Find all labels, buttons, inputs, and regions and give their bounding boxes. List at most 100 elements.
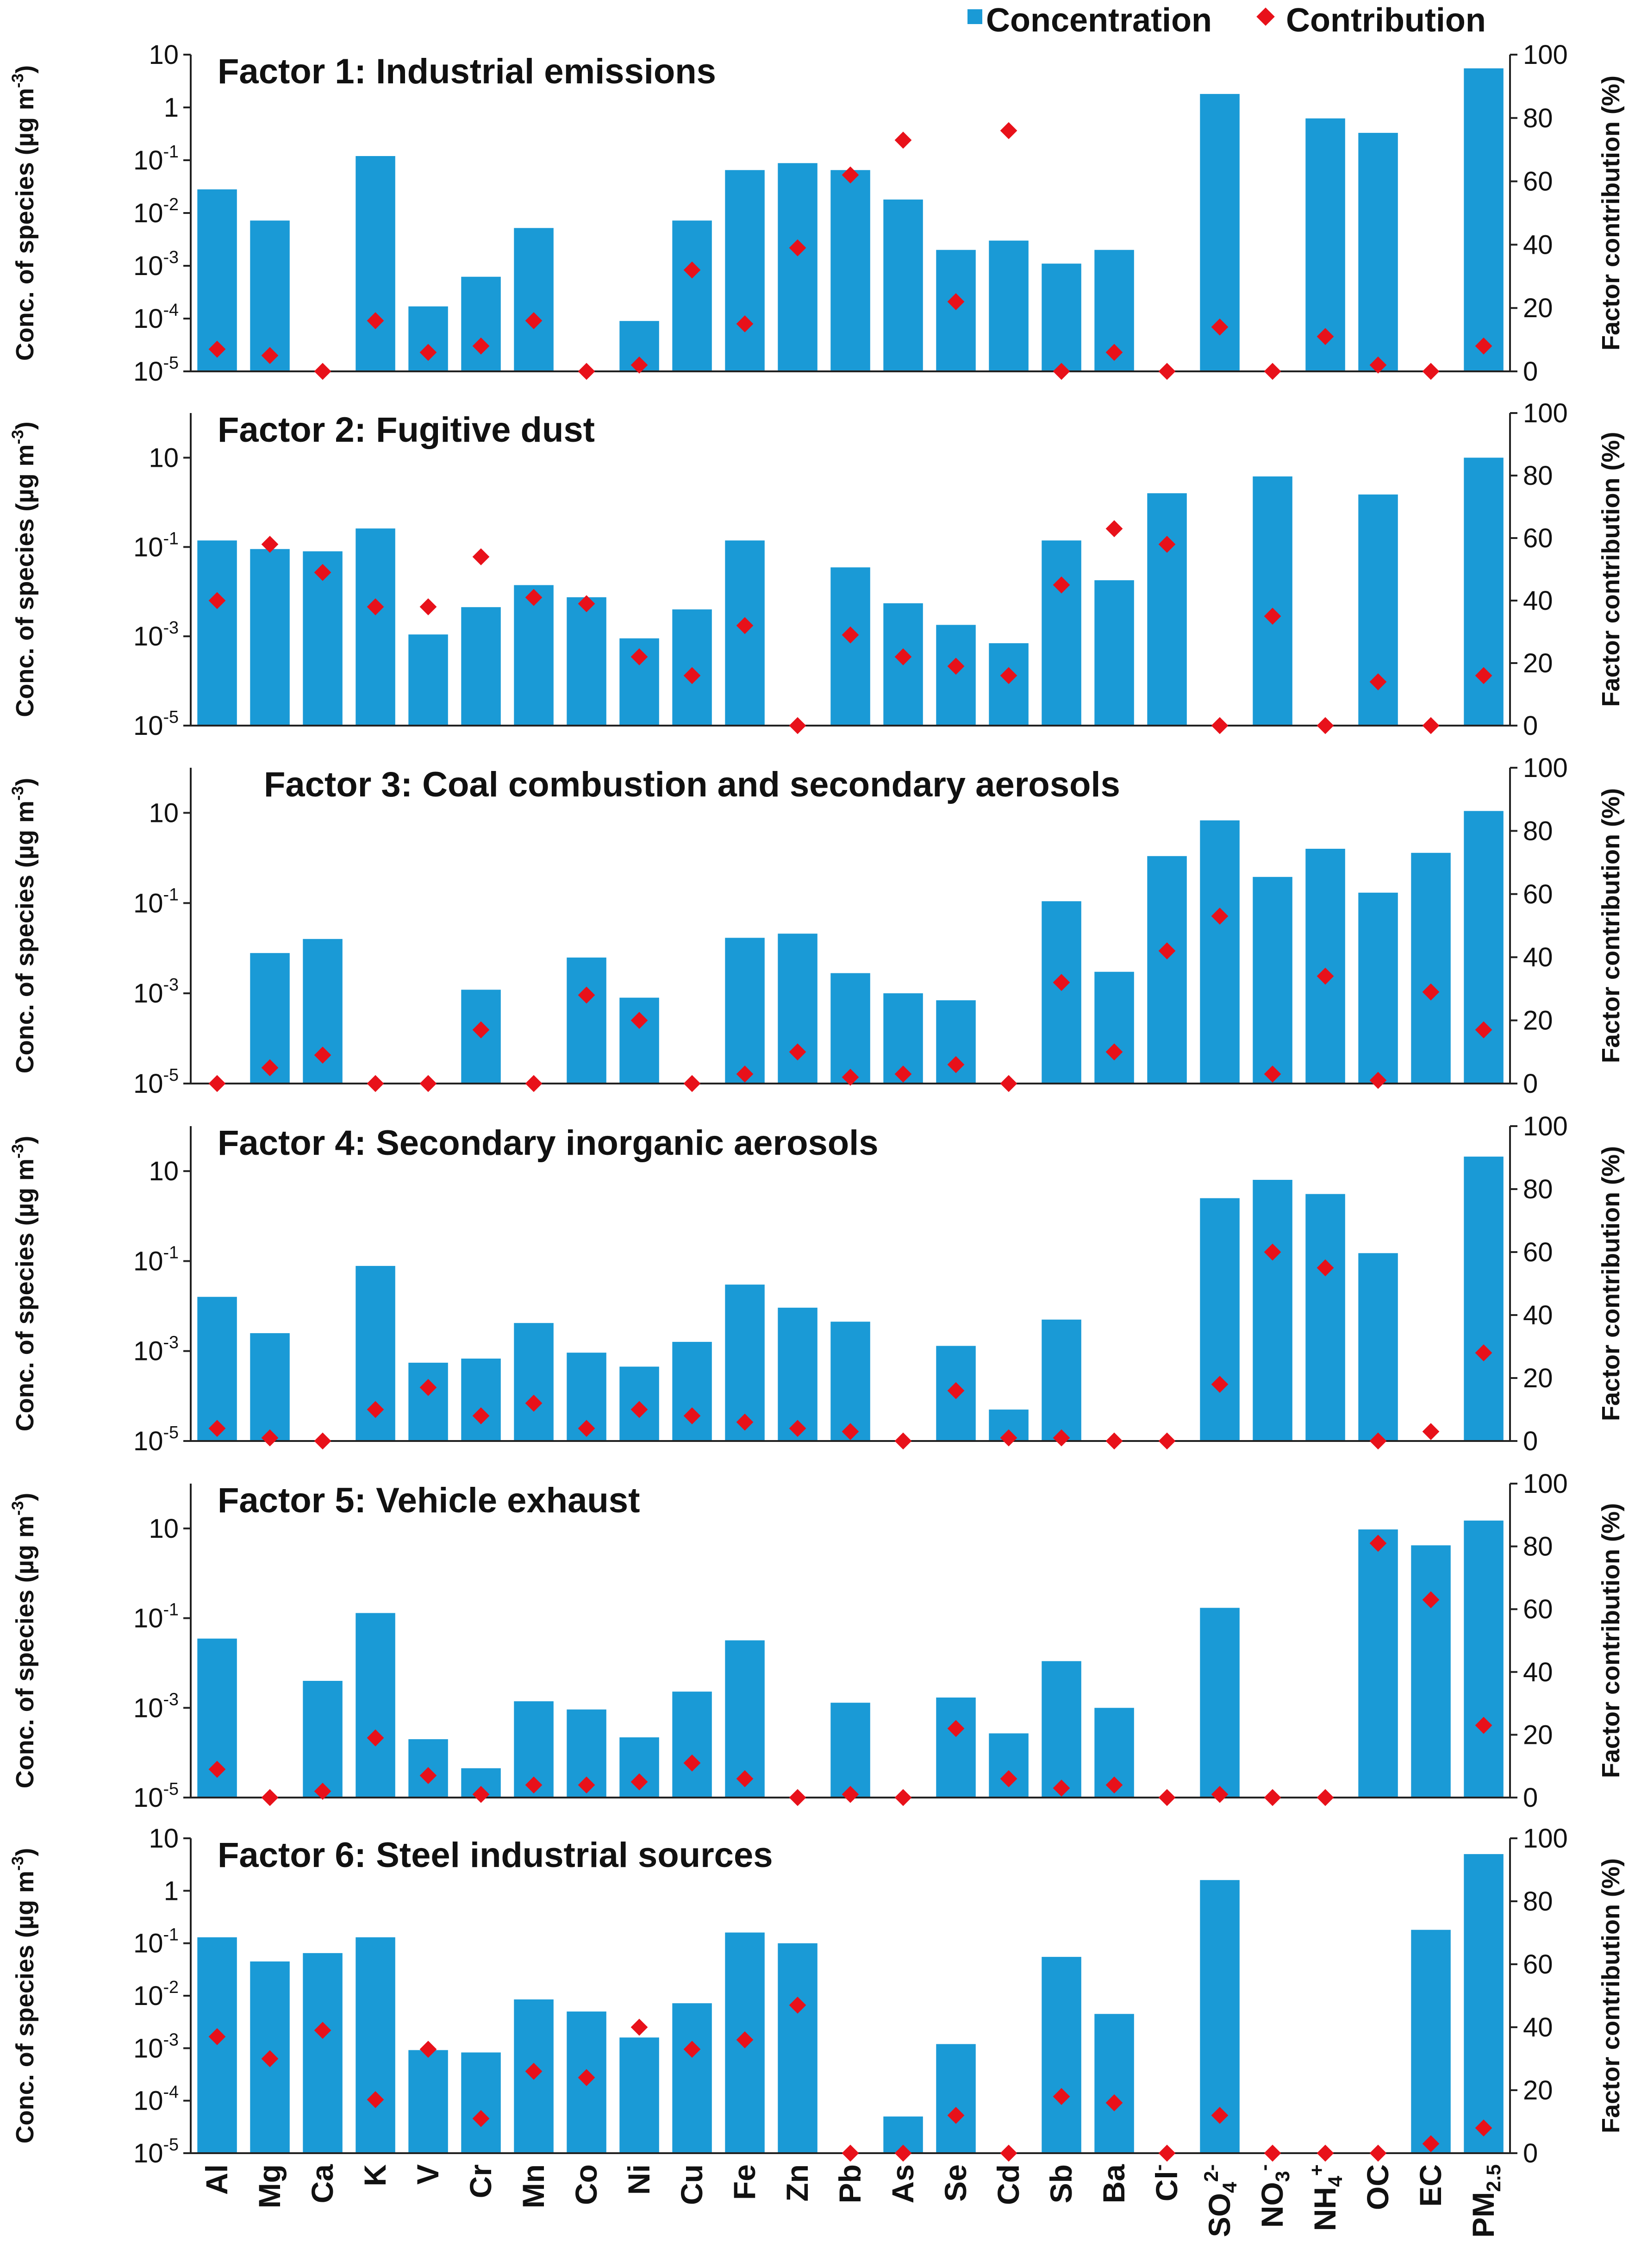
contribution-marker-fe — [736, 1770, 754, 1787]
concentration-bar-ca — [303, 1953, 343, 2153]
contribution-marker-mn — [525, 312, 543, 329]
concentration-bar-pb — [830, 1703, 870, 1798]
contribution-marker-pm25 — [1475, 667, 1492, 684]
contribution-marker-pb — [842, 1068, 859, 1086]
concentration-bar-zn — [778, 1308, 818, 1441]
concentration-bar-k — [356, 156, 395, 371]
concentration-bar-pm25 — [1464, 811, 1504, 1084]
left-y-axis-label: Conc. of species (µg m-3) — [9, 421, 39, 717]
contribution-marker-co — [578, 363, 595, 380]
legend-contribution-label: Contribution — [1286, 2, 1486, 39]
left-tick-label: 10-4 — [133, 300, 179, 334]
concentration-bar-se — [936, 250, 976, 371]
concentration-bar-oc — [1358, 494, 1398, 726]
concentration-bar-cu — [672, 1341, 712, 1441]
concentration-bar-pb — [830, 973, 870, 1084]
contribution-marker-zn — [789, 1789, 806, 1806]
contribution-marker-no3 — [1264, 1789, 1281, 1806]
contribution-marker-fe — [736, 315, 754, 332]
contribution-marker-mg — [261, 536, 279, 553]
contribution-marker-zn — [789, 239, 806, 257]
left-tick-label: 10 — [149, 1823, 179, 1854]
contribution-marker-nh4 — [1317, 328, 1334, 345]
contribution-marker-al — [208, 2028, 226, 2045]
contribution-marker-ec — [1422, 363, 1440, 380]
concentration-bar-cd — [989, 1733, 1029, 1798]
contribution-marker-mn — [525, 589, 543, 606]
contribution-marker-zn — [789, 1420, 806, 1437]
contribution-marker-fe — [736, 1065, 754, 1083]
panel-title: Factor 5: Vehicle exhaust — [218, 1481, 640, 1520]
contribution-marker-ni — [630, 1401, 648, 1418]
contribution-marker-cr — [472, 1786, 490, 1803]
right-y-axis-label: Factor contribution (%) — [1597, 432, 1625, 707]
right-y-axis-label: Factor contribution (%) — [1597, 1858, 1625, 2133]
right-tick-label: 0 — [1523, 357, 1538, 387]
concentration-bar-no3 — [1253, 476, 1292, 726]
concentration-bar-pm25 — [1464, 1156, 1504, 1441]
contribution-marker-ba — [1105, 2094, 1123, 2111]
concentration-bar-cl — [1147, 856, 1187, 1084]
contribution-marker-se — [947, 1382, 965, 1399]
concentration-bar-pm25 — [1464, 1854, 1504, 2153]
contribution-marker-oc — [1369, 1071, 1387, 1089]
contribution-marker-ni — [630, 2018, 648, 2036]
right-tick-label: 40 — [1523, 1300, 1553, 1330]
contribution-marker-ni — [630, 1012, 648, 1029]
contribution-marker-ec — [1422, 983, 1440, 1001]
contribution-marker-cu — [683, 1754, 701, 1772]
category-label-co: Co — [569, 2164, 603, 2205]
category-label-pm25: PM2.5 — [1466, 2164, 1505, 2238]
concentration-bar-fe — [725, 938, 765, 1084]
legend: Concentration Contribution — [967, 2, 1486, 39]
right-tick-label: 0 — [1523, 711, 1538, 741]
right-tick-label: 60 — [1523, 1949, 1553, 1980]
contribution-marker-no3 — [1264, 608, 1281, 625]
left-y-axis-label: Conc. of species (µg m-3) — [9, 65, 39, 361]
right-tick-label: 60 — [1523, 523, 1553, 553]
right-y-axis-label: Factor contribution (%) — [1597, 788, 1625, 1063]
contribution-marker-k — [367, 2091, 384, 2108]
concentration-bar-k — [356, 528, 395, 726]
contribution-marker-oc — [1369, 356, 1387, 374]
concentration-bar-ba — [1094, 2014, 1134, 2153]
contribution-marker-pb — [842, 1423, 859, 1440]
category-label-cd: Cd — [991, 2164, 1025, 2205]
right-tick-label: 80 — [1523, 1532, 1553, 1562]
contribution-marker-ec — [1422, 2135, 1440, 2152]
left-tick-label: 10-5 — [133, 2135, 179, 2168]
contribution-marker-ni — [630, 648, 648, 665]
category-label-cu: Cu — [674, 2164, 709, 2205]
concentration-bar-v — [408, 2050, 448, 2153]
contribution-marker-k — [367, 312, 384, 329]
concentration-bar-ni — [619, 2037, 659, 2153]
contribution-marker-nh4 — [1317, 1259, 1334, 1277]
contribution-marker-ca — [314, 1783, 331, 1800]
right-tick-label: 80 — [1523, 461, 1553, 491]
concentration-bar-pb — [830, 170, 870, 371]
left-tick-label: 10-3 — [133, 247, 179, 281]
legend-concentration-label: Concentration — [986, 2, 1212, 39]
contribution-marker-pm25 — [1475, 1344, 1492, 1361]
category-label-oc: OC — [1360, 2164, 1395, 2210]
concentration-bar-cd — [989, 240, 1029, 371]
contribution-marker-pm25 — [1475, 2119, 1492, 2136]
left-tick-label: 10 — [149, 40, 179, 70]
panel-1: 10 1 10-1 10-2 10-3 10-4 10-5 0 20 40 60 80 100 Facto… — [9, 40, 1625, 387]
category-label-al: Al — [200, 2164, 234, 2195]
contribution-marker-cl — [1158, 942, 1176, 959]
contribution-marker-as — [894, 2144, 912, 2162]
concentration-bar-ec — [1411, 1930, 1451, 2153]
contribution-marker-se — [947, 1720, 965, 1737]
contribution-marker-oc — [1369, 2144, 1387, 2162]
right-tick-label: 80 — [1523, 1174, 1553, 1204]
contribution-marker-ec — [1422, 1423, 1440, 1440]
contribution-marker-no3 — [1264, 363, 1281, 380]
contribution-marker-cl — [1158, 1432, 1176, 1450]
concentration-bar-as — [883, 199, 923, 371]
concentration-bar-co — [567, 597, 606, 726]
contribution-marker-pb — [842, 626, 859, 644]
concentration-bar-ba — [1094, 971, 1134, 1084]
concentration-bar-cr — [461, 276, 501, 371]
concentration-bar-zn — [778, 1943, 818, 2153]
